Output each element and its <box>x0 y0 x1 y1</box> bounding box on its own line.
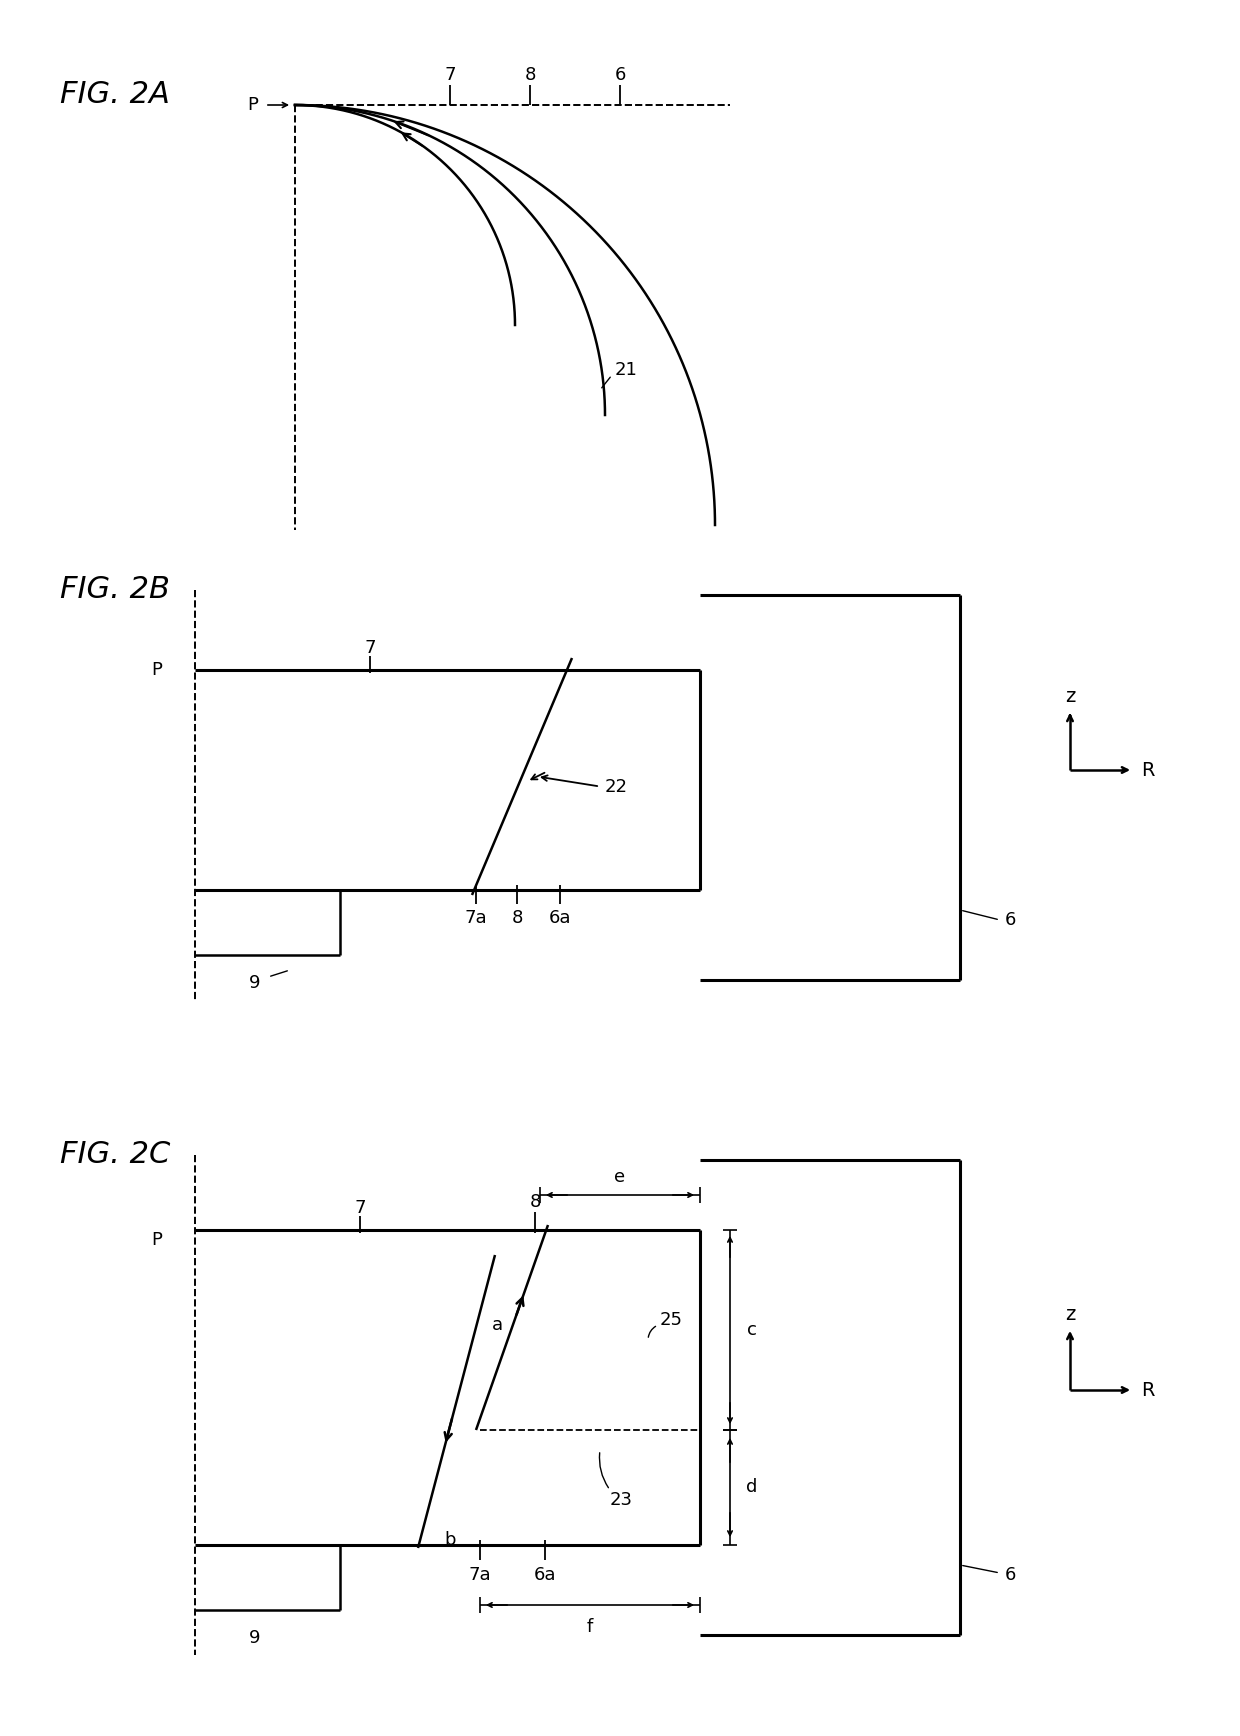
Text: P: P <box>151 1231 162 1248</box>
Text: FIG. 2C: FIG. 2C <box>60 1141 170 1168</box>
Text: 6: 6 <box>1004 911 1017 929</box>
Text: FIG. 2B: FIG. 2B <box>60 575 170 604</box>
Text: 9: 9 <box>249 974 260 991</box>
Text: 7a: 7a <box>465 910 487 927</box>
Text: 7a: 7a <box>469 1566 491 1583</box>
Text: R: R <box>1141 760 1154 779</box>
Text: c: c <box>746 1321 756 1338</box>
Text: f: f <box>587 1618 593 1635</box>
Text: 21: 21 <box>615 361 637 378</box>
Text: P: P <box>247 95 258 115</box>
Text: z: z <box>1065 1305 1075 1325</box>
Text: 7: 7 <box>365 639 376 656</box>
Text: 6a: 6a <box>533 1566 557 1583</box>
Text: z: z <box>1065 687 1075 707</box>
Text: 22: 22 <box>605 778 627 795</box>
Text: 6a: 6a <box>549 910 572 927</box>
Text: 25: 25 <box>660 1311 683 1330</box>
Text: P: P <box>151 661 162 679</box>
Text: 8: 8 <box>511 910 523 927</box>
Text: 23: 23 <box>610 1491 632 1509</box>
Text: 8: 8 <box>525 66 536 83</box>
Text: 9: 9 <box>249 1628 260 1647</box>
Text: R: R <box>1141 1380 1154 1399</box>
Text: b: b <box>444 1531 456 1549</box>
Text: a: a <box>491 1316 502 1333</box>
Text: 6: 6 <box>1004 1566 1017 1583</box>
Text: 6: 6 <box>614 66 626 83</box>
Text: 7: 7 <box>355 1200 366 1217</box>
Text: 8: 8 <box>529 1193 541 1212</box>
Text: FIG. 2A: FIG. 2A <box>60 80 170 109</box>
Text: 7: 7 <box>444 66 456 83</box>
Text: e: e <box>615 1168 625 1186</box>
Text: d: d <box>746 1479 758 1496</box>
